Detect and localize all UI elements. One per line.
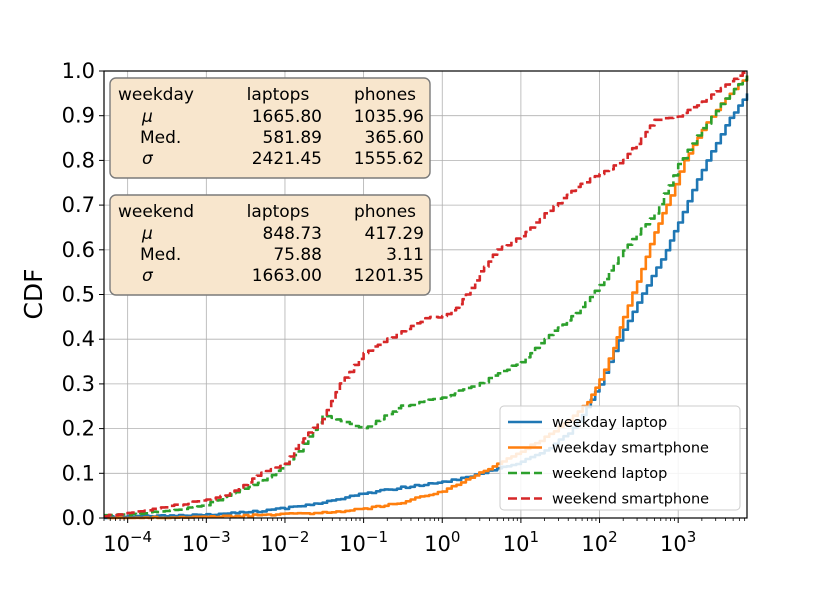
stats-row-label: σ (142, 266, 154, 286)
y-axis-title: CDF (19, 268, 48, 319)
y-tick-label: 0.3 (62, 372, 95, 396)
legend-label: weekday smartphone (552, 441, 709, 457)
y-tick-label: 0.7 (62, 193, 95, 217)
stats-header-phones: phones (354, 202, 416, 222)
stats-value-laptops: 75.88 (273, 245, 322, 265)
series-layer (104, 71, 749, 520)
y-tick-label: 0.1 (62, 461, 95, 485)
stats-value-phones: 1035.96 (354, 107, 424, 127)
stats-value-laptops: 848.73 (263, 224, 322, 244)
stats-header-period: weekday (118, 85, 194, 105)
stats-value-phones: 417.29 (365, 224, 424, 244)
stats-box-weekday: weekday laptops phones μ 1665.80 1035.96 Med. 5… (109, 77, 431, 179)
y-tick-label: 0.8 (62, 148, 95, 172)
legend: weekday laptop weekday smartphone weekend … (499, 405, 741, 511)
x-tick-label: 103 (660, 528, 696, 556)
y-tick-label: 0.0 (62, 506, 95, 530)
stats-box-background (109, 77, 431, 179)
x-tick-label: 100 (424, 528, 460, 556)
legend-frame (499, 405, 741, 511)
legend-label: weekend smartphone (552, 492, 709, 508)
stats-row-label: σ (142, 149, 154, 169)
stats-value-phones: 1555.62 (354, 149, 424, 169)
stats-value-phones: 365.60 (365, 128, 424, 148)
stats-layer: weekday laptops phones μ 1665.80 1035.96 Med. 5… (109, 77, 431, 296)
x-tick-label: 10−1 (339, 528, 388, 556)
stats-header-period: weekend (118, 202, 194, 222)
stats-header-phones: phones (354, 85, 416, 105)
stats-value-phones: 3.11 (386, 245, 424, 265)
x-tick-label: 102 (581, 528, 617, 556)
series-line-weekend-smartphone (104, 71, 749, 518)
y-tick-label: 1.0 (62, 59, 95, 83)
x-tick-label: 10−4 (103, 528, 152, 556)
stats-value-laptops: 1665.80 (252, 107, 322, 127)
stats-header-laptops: laptops (247, 202, 310, 222)
y-tick-label: 0.6 (62, 238, 95, 262)
stats-value-laptops: 1663.00 (252, 266, 322, 286)
series-line-weekday-laptop (104, 93, 749, 520)
y-tick-label: 0.4 (62, 327, 95, 351)
y-tick-label: 0.5 (62, 283, 95, 307)
y-tick-label: 0.2 (62, 417, 95, 441)
stats-box-background (109, 194, 431, 296)
stats-value-laptops: 2421.45 (252, 149, 322, 169)
x-tick-label: 10−2 (261, 528, 310, 556)
y-tick-label: 0.9 (62, 104, 95, 128)
series-line-weekend-laptop (104, 75, 749, 517)
stats-row-label: Med. (140, 128, 181, 148)
stats-box-weekend: weekend laptops phones μ 848.73 417.29 Med. 75.… (109, 194, 431, 296)
series-line-weekday-smartphone (104, 75, 749, 520)
stats-value-laptops: 581.89 (263, 128, 322, 148)
tick-layer: 0.0 0.1 0.2 0.3 0.4 0.5 0.6 0.7 0.8 0.9 1.0 10−4 10−… (62, 59, 746, 556)
x-tick-label: 101 (503, 528, 539, 556)
stats-row-label: μ (141, 107, 153, 127)
stats-row-label: Med. (140, 245, 181, 265)
stats-header-laptops: laptops (247, 85, 310, 105)
x-tick-label: 10−3 (182, 528, 231, 556)
legend-label: weekend laptop (552, 466, 667, 482)
stats-row-label: μ (141, 224, 153, 244)
stats-value-phones: 1201.35 (354, 266, 424, 286)
legend-label: weekday laptop (552, 415, 667, 431)
